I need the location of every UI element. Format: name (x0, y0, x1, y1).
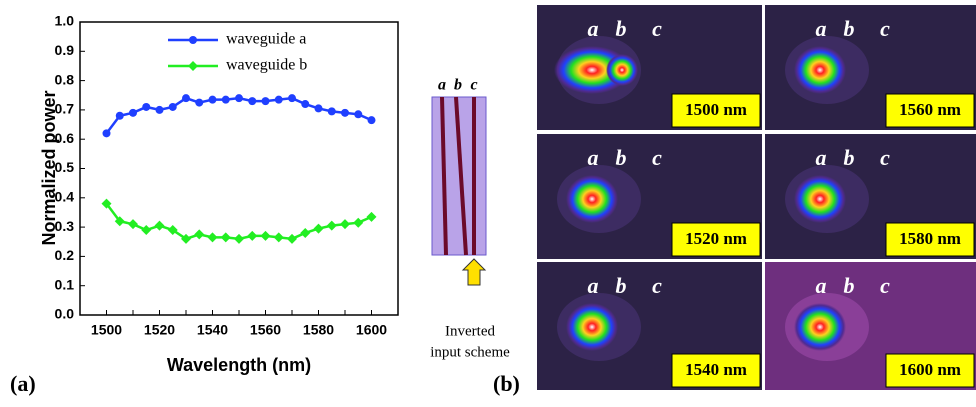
legend-label: waveguide a (226, 31, 306, 48)
marker (221, 232, 231, 242)
mode-label: b (616, 145, 627, 170)
scheme-caption: Inverted (445, 323, 495, 339)
marker (103, 129, 111, 137)
x-axis-label: Wavelength (nm) (167, 355, 311, 375)
legend-label: waveguide b (226, 57, 307, 74)
y-tick-label: 0.7 (55, 101, 75, 117)
marker (287, 234, 297, 244)
marker (128, 219, 138, 229)
marker (189, 36, 197, 44)
x-tick-label: 1560 (250, 322, 281, 338)
mode-label: a (816, 273, 827, 298)
mode-label: a (588, 145, 599, 170)
y-tick-label: 0.3 (55, 218, 75, 234)
marker (288, 94, 296, 102)
marker (142, 103, 150, 111)
mode-label: a (588, 273, 599, 298)
marker (274, 232, 284, 242)
y-tick-label: 0.0 (55, 306, 75, 322)
marker (155, 221, 165, 231)
marker (222, 96, 230, 104)
mode-label: c (652, 145, 662, 170)
mode-spot (606, 54, 638, 86)
input-arrow (463, 259, 485, 285)
panel-label: (a) (10, 371, 36, 396)
mode-spot (566, 175, 618, 223)
y-tick-label: 1.0 (55, 13, 75, 29)
scheme-label: a (438, 77, 446, 94)
marker (328, 107, 336, 115)
marker (182, 94, 190, 102)
mode-label: c (880, 16, 890, 41)
wavelength-label: 1520 nm (685, 229, 747, 248)
x-tick-label: 1600 (356, 322, 387, 338)
marker (248, 97, 256, 105)
y-tick-label: 0.9 (55, 42, 75, 58)
wavelength-label: 1600 nm (899, 360, 961, 379)
y-tick-label: 0.8 (55, 71, 75, 87)
marker (234, 234, 244, 244)
mode-label: a (588, 16, 599, 41)
marker (300, 228, 310, 238)
y-tick-label: 0.2 (55, 247, 75, 263)
marker (275, 96, 283, 104)
marker (368, 116, 376, 124)
mode-label: b (844, 16, 855, 41)
mode-label: b (844, 145, 855, 170)
mode-label: a (816, 145, 827, 170)
y-tick-label: 0.4 (55, 189, 75, 205)
figure: Normalized power Wavelength (nm) (a) (b)… (0, 0, 976, 407)
mode-label: c (880, 145, 890, 170)
mode-label: c (652, 273, 662, 298)
mode-spot (794, 175, 846, 223)
y-tick-label: 0.1 (55, 276, 75, 292)
marker (169, 103, 177, 111)
wavelength-label: 1560 nm (899, 100, 961, 119)
marker (262, 97, 270, 105)
marker (129, 109, 137, 117)
marker (116, 112, 124, 120)
panel-label: (b) (493, 371, 520, 396)
marker (247, 231, 257, 241)
wavelength-label: 1540 nm (685, 360, 747, 379)
scheme-label: c (470, 77, 477, 94)
marker (341, 109, 349, 117)
mode-label: c (880, 273, 890, 298)
marker (235, 94, 243, 102)
marker (209, 96, 217, 104)
mode-label: b (616, 16, 627, 41)
y-tick-label: 0.5 (55, 159, 75, 175)
wavelength-label: 1580 nm (899, 229, 961, 248)
y-tick-label: 0.6 (55, 130, 75, 146)
marker (194, 229, 204, 239)
marker (195, 99, 203, 107)
marker (301, 100, 309, 108)
scheme-caption: input scheme (430, 344, 510, 360)
mode-label: c (652, 16, 662, 41)
mode-spot (566, 303, 618, 351)
marker (188, 61, 198, 71)
mode-label: b (616, 273, 627, 298)
marker (208, 232, 218, 242)
marker (367, 212, 377, 222)
marker (156, 106, 164, 114)
wavelength-label: 1500 nm (685, 100, 747, 119)
x-tick-label: 1500 (91, 322, 122, 338)
marker (353, 218, 363, 228)
mode-label: b (844, 273, 855, 298)
mode-spot (794, 303, 846, 351)
scheme-label: b (454, 77, 462, 94)
mode-label: a (816, 16, 827, 41)
marker (327, 221, 337, 231)
marker (340, 219, 350, 229)
marker (261, 231, 271, 241)
marker (141, 225, 151, 235)
marker (315, 104, 323, 112)
x-tick-label: 1580 (303, 322, 334, 338)
x-tick-label: 1540 (197, 322, 228, 338)
x-tick-label: 1520 (144, 322, 175, 338)
marker (354, 110, 362, 118)
marker (314, 224, 324, 234)
mode-spot (794, 46, 846, 94)
